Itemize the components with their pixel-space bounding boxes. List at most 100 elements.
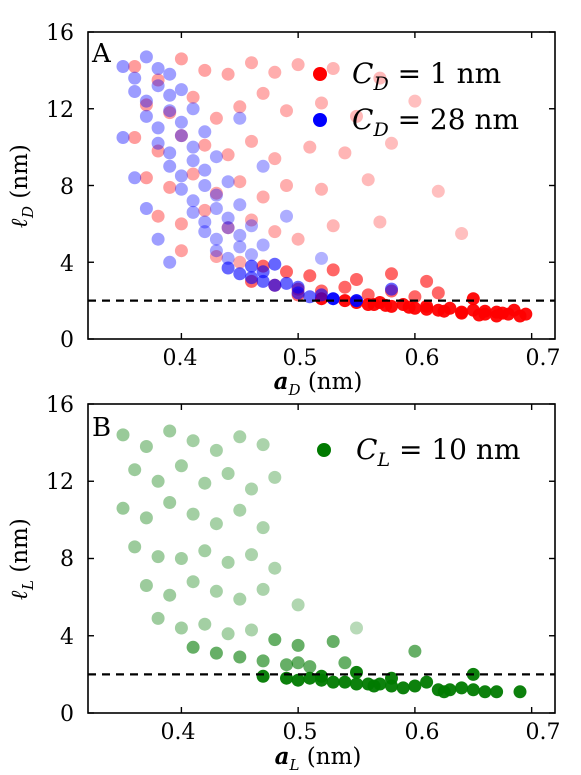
data-point: [513, 685, 527, 699]
data-point: [326, 635, 340, 648]
data-point: [174, 169, 188, 183]
x-tick-label: 0.5: [283, 720, 318, 745]
data-point: [233, 100, 247, 114]
data-point: [151, 79, 165, 93]
data-point: [233, 592, 247, 606]
x-axis-label: aD (nm): [274, 368, 363, 399]
data-point: [315, 251, 328, 265]
y-axis-label: ℓD (nm): [6, 144, 37, 228]
data-point: [431, 184, 445, 198]
data-point: [280, 104, 293, 118]
data-point: [128, 85, 142, 98]
data-point: [245, 259, 258, 273]
legend-entry: CD = 1 nm: [352, 57, 501, 95]
x-tick-label: 0.4: [163, 346, 198, 371]
data-point: [478, 304, 492, 318]
data-point: [139, 579, 153, 592]
data-point: [268, 257, 282, 271]
legend-a: CD = 1 nm CD = 28 nm: [313, 57, 519, 141]
x-tick-label: 0.6: [405, 346, 440, 371]
data-point: [163, 255, 177, 269]
data-point: [379, 298, 393, 312]
data-point: [350, 273, 363, 286]
data-point: [519, 307, 533, 321]
data-point: [268, 278, 282, 292]
legend-marker: [313, 113, 327, 127]
data-point: [326, 219, 340, 233]
data-point: [209, 188, 223, 202]
data-point: [402, 300, 416, 314]
data-point: [151, 209, 165, 223]
data-point: [198, 203, 212, 217]
data-point: [291, 286, 305, 300]
data-point: [256, 265, 270, 279]
data-point: [198, 138, 212, 152]
x-axis-label: aL (nm): [275, 743, 362, 774]
data-point: [209, 584, 223, 598]
data-point: [396, 681, 410, 695]
scatter-points-a: [116, 50, 533, 323]
data-point: [174, 621, 188, 635]
data-point: [373, 71, 387, 85]
data-point: [174, 182, 188, 196]
legend-entry: CL = 10 nm: [356, 433, 520, 471]
y-tick-label: 0: [60, 328, 74, 353]
data-point: [163, 588, 177, 602]
data-point: [385, 136, 398, 150]
chart-b: 16 12 8 4 0 0.4 0.5 0.6 0.7 aL (nm) ℓL (…: [6, 393, 561, 774]
data-point: [174, 244, 188, 258]
data-point: [116, 60, 130, 73]
y-tick-label: 16: [46, 21, 74, 46]
data-point: [174, 459, 188, 473]
data-point: [268, 225, 282, 239]
data-point: [361, 288, 375, 302]
y-tick-label: 12: [46, 470, 74, 495]
x-tick-label: 0.7: [526, 346, 561, 371]
data-point: [221, 211, 235, 225]
data-point: [221, 261, 235, 275]
data-point: [233, 503, 247, 517]
data-point: [151, 144, 165, 158]
data-point: [326, 292, 340, 306]
legend-b: CL = 10 nm: [317, 433, 520, 471]
data-point: [361, 173, 375, 187]
y-tick-label: 16: [46, 393, 74, 418]
data-point: [139, 202, 153, 215]
data-point: [186, 575, 200, 589]
data-point: [186, 205, 200, 219]
data-point: [350, 621, 363, 635]
data-point: [209, 186, 223, 200]
data-point: [315, 669, 328, 683]
y-tick-label: 12: [46, 98, 74, 123]
data-point: [174, 217, 188, 231]
data-point: [186, 102, 200, 116]
data-point: [221, 627, 235, 641]
data-point: [151, 474, 165, 488]
data-point: [198, 125, 212, 139]
data-point: [291, 598, 305, 612]
y-axis-label: ℓL (nm): [6, 518, 37, 600]
legend-entry: CD = 28 nm: [352, 103, 519, 141]
data-point: [233, 267, 247, 281]
data-point: [116, 428, 130, 442]
data-point: [280, 265, 293, 279]
data-point: [163, 67, 177, 81]
x-tick-label: 0.5: [283, 346, 318, 371]
data-point: [163, 146, 177, 160]
legend-marker: [317, 443, 331, 457]
data-point: [256, 190, 270, 204]
data-point: [315, 182, 328, 196]
data-point: [256, 669, 270, 683]
data-point: [268, 65, 282, 79]
data-point: [233, 240, 247, 254]
data-point: [443, 683, 457, 697]
chart-a: 16 12 8 4 0 0.4 0.5 0.6 0.7 aD (nm) ℓD (…: [6, 21, 561, 399]
data-point: [209, 111, 223, 125]
data-point: [198, 617, 212, 631]
data-point: [151, 121, 165, 135]
data-point: [221, 467, 235, 480]
data-point: [221, 148, 235, 162]
data-point: [174, 129, 188, 143]
data-point: [233, 650, 247, 664]
data-point: [437, 304, 451, 318]
